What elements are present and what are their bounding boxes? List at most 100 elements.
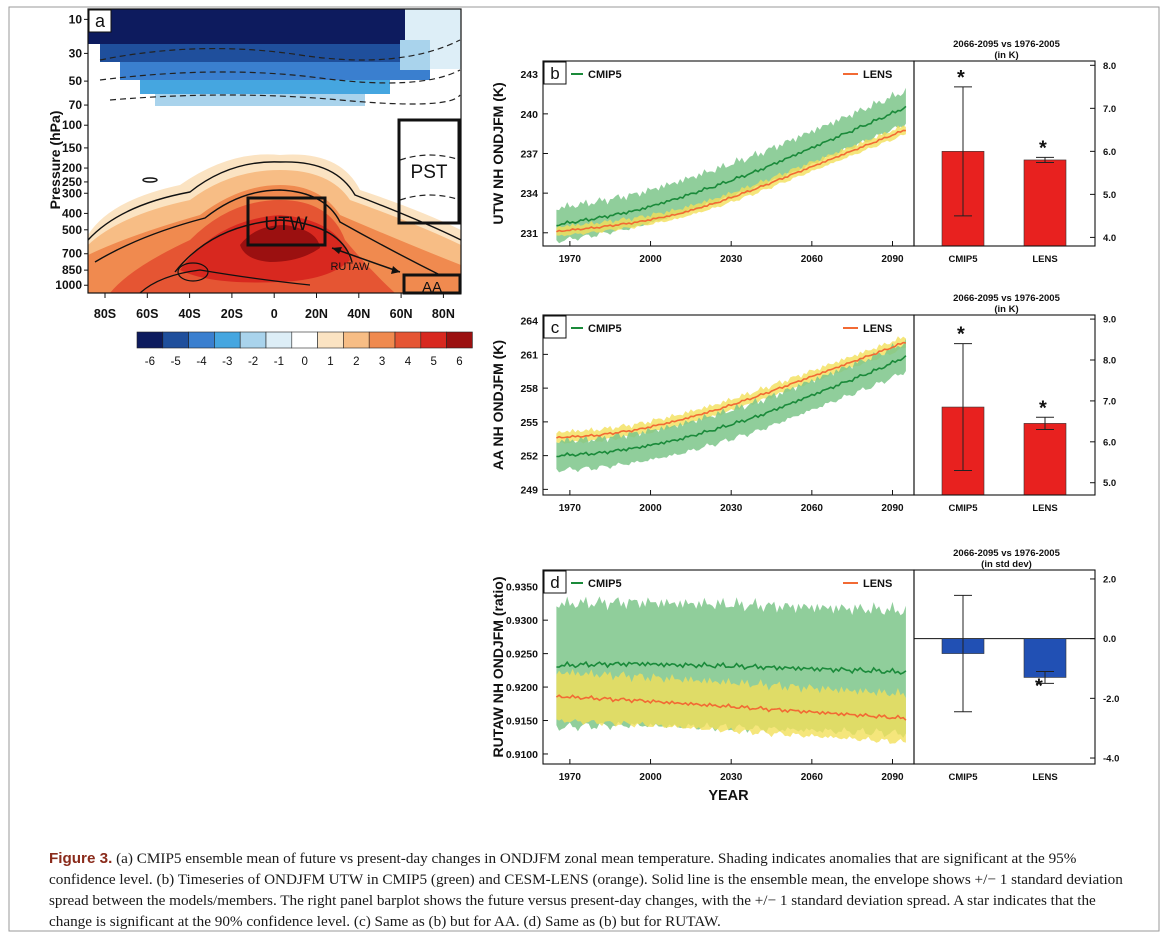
bar-category-label: CMIP5 bbox=[948, 772, 978, 783]
bar-category-label: LENS bbox=[1032, 772, 1057, 783]
y-axis-label: UTW NH ONDJFM (K) bbox=[490, 82, 506, 224]
bar-category-label: CMIP5 bbox=[948, 254, 978, 265]
x-tick-label: 1970 bbox=[559, 503, 582, 514]
bar-category-label: LENS bbox=[1032, 503, 1057, 514]
pressure-tick-label: 500 bbox=[62, 223, 82, 237]
panel-c-label: c bbox=[551, 318, 560, 337]
panel-a-label-box bbox=[88, 9, 112, 33]
x-tick-label: 2030 bbox=[720, 503, 743, 514]
colorbar-swatch bbox=[265, 331, 293, 349]
series-spread-band-cmip5 bbox=[556, 87, 906, 244]
pressure-tick-label: 1000 bbox=[55, 278, 82, 292]
colorbar-tick-label: -1 bbox=[274, 356, 284, 368]
colorbar-tick-label: -2 bbox=[248, 356, 258, 368]
bar-chart-subtitle: (in K) bbox=[994, 50, 1018, 61]
y-axis-label: RUTAW NH ONDJFM (ratio) bbox=[490, 577, 506, 758]
bar-chart-title: 2066-2095 vs 1976-2005 bbox=[953, 548, 1060, 559]
y-tick-label: 249 bbox=[520, 484, 538, 496]
bar-chart-subtitle: (in std dev) bbox=[981, 559, 1032, 570]
latitude-tick-label: 0 bbox=[271, 307, 278, 321]
colorbar-swatch bbox=[291, 331, 318, 349]
cooling-region-5 bbox=[155, 94, 365, 106]
x-tick-label: 2090 bbox=[881, 254, 904, 265]
y-tick-label: 252 bbox=[520, 451, 538, 463]
colorbar-swatch bbox=[136, 331, 164, 349]
cooling-region-4 bbox=[140, 80, 390, 94]
panel-a-ylabel: Pressure (hPa) bbox=[47, 111, 63, 210]
y-tick-label: 258 bbox=[520, 383, 538, 395]
pressure-tick-label: 150 bbox=[62, 141, 82, 155]
colorbar-tick-label: 5 bbox=[430, 356, 436, 368]
bar-y-tick-label: 8.0 bbox=[1103, 356, 1116, 367]
y-tick-label: 264 bbox=[520, 316, 538, 328]
y-tick-label: 255 bbox=[520, 417, 538, 429]
series-mean-line-cmip5 bbox=[556, 355, 907, 458]
cooling-region-3 bbox=[120, 62, 430, 80]
rutaw-arrow-head-2 bbox=[391, 266, 400, 274]
contour-dashed-3 bbox=[109, 94, 461, 105]
colorbar-tick-label: -6 bbox=[145, 356, 155, 368]
pressure-tick-label: 70 bbox=[69, 98, 83, 112]
contour-solid-2 bbox=[94, 189, 441, 276]
x-tick-label: 2000 bbox=[639, 772, 662, 783]
series-spread-band-lens bbox=[556, 125, 906, 237]
cooling-polar-right-2 bbox=[400, 40, 430, 70]
series-mean-line-cmip5 bbox=[556, 660, 907, 675]
series-mean-line-cmip5 bbox=[556, 105, 907, 227]
x-tick-label: 2030 bbox=[720, 772, 743, 783]
bar-category-label: LENS bbox=[1032, 254, 1057, 265]
contour-dashed-1 bbox=[99, 39, 461, 61]
bar-y-tick-label: 5.0 bbox=[1103, 478, 1116, 489]
pressure-tick-label: 200 bbox=[62, 161, 82, 175]
pressure-tick-label: 300 bbox=[62, 186, 82, 200]
contour-solid-1 bbox=[87, 161, 462, 241]
y-axis-label: AA NH ONDJFM (K) bbox=[490, 340, 506, 470]
panel-d-label-box bbox=[543, 570, 567, 594]
y-tick-label: 0.9250 bbox=[506, 649, 538, 661]
y-tick-label: 0.9200 bbox=[506, 682, 538, 694]
rutaw-arrow-head-1 bbox=[332, 247, 342, 254]
significance-star: * bbox=[957, 324, 965, 346]
legend-label-lens: LENS bbox=[863, 69, 892, 81]
panel-a-label: a bbox=[95, 11, 106, 31]
pressure-tick-label: 10 bbox=[69, 12, 83, 26]
bar-y-tick-label: 6.0 bbox=[1103, 437, 1116, 448]
x-tick-label: 2060 bbox=[801, 772, 824, 783]
colorbar-swatch bbox=[446, 331, 473, 349]
colorbar-swatch bbox=[343, 331, 370, 349]
colorbar-swatch bbox=[188, 331, 215, 349]
y-tick-label: 234 bbox=[520, 188, 538, 200]
significance-star: * bbox=[957, 67, 965, 89]
cooling-region-1 bbox=[88, 9, 461, 44]
colorbar-swatch bbox=[214, 331, 241, 349]
pressure-tick-label: 850 bbox=[62, 263, 82, 277]
significance-star: * bbox=[1035, 675, 1043, 697]
y-tick-label: 237 bbox=[520, 149, 538, 161]
colorbar-tick-label: 4 bbox=[405, 356, 412, 368]
x-tick-label: 2090 bbox=[881, 503, 904, 514]
panel-b-bar-frame bbox=[913, 60, 1096, 247]
latitude-tick-label: 80N bbox=[432, 307, 455, 321]
pressure-tick-label: 50 bbox=[69, 74, 83, 88]
colorbar-tick-label: 0 bbox=[301, 356, 307, 368]
caption-text: (a) CMIP5 ensemble mean of future vs pre… bbox=[49, 850, 1123, 930]
legend-label-cmip5: CMIP5 bbox=[588, 69, 622, 81]
colorbar-tick-label: 2 bbox=[353, 356, 359, 368]
latitude-tick-label: 20N bbox=[305, 307, 328, 321]
contour-solid-4 bbox=[139, 269, 311, 294]
contour-solid-3 bbox=[174, 219, 353, 273]
pst-box bbox=[397, 118, 461, 225]
legend-label-cmip5: CMIP5 bbox=[588, 323, 622, 335]
bar-y-tick-label: 7.0 bbox=[1103, 396, 1116, 407]
x-tick-label: 2090 bbox=[881, 772, 904, 783]
colorbar-swatch bbox=[162, 331, 189, 349]
series-mean-line-lens bbox=[555, 694, 907, 721]
x-tick-label: 2000 bbox=[639, 503, 662, 514]
latitude-tick-label: 80S bbox=[94, 307, 116, 321]
colorbar-swatch bbox=[394, 331, 422, 349]
bar-y-tick-label: 2.0 bbox=[1103, 574, 1116, 585]
pst-box-label: PST bbox=[411, 162, 448, 183]
series-mean-line-lens bbox=[556, 129, 906, 233]
legend-label-lens: LENS bbox=[863, 323, 892, 335]
y-tick-label: 0.9350 bbox=[506, 582, 538, 594]
